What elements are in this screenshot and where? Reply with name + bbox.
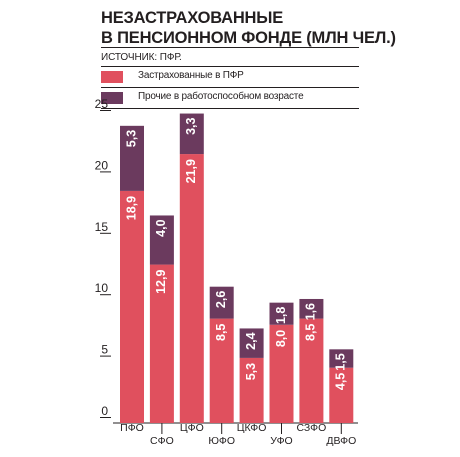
category-label: ЦКФО bbox=[237, 422, 267, 434]
bar-insured bbox=[329, 367, 354, 423]
y-tick-label: 0 bbox=[101, 404, 108, 418]
y-tick-label: 25 bbox=[95, 97, 109, 111]
bar-insured bbox=[269, 324, 294, 423]
legend-swatch-other bbox=[101, 92, 123, 104]
bar-other bbox=[239, 328, 264, 358]
data-label-other: 3,3 bbox=[184, 118, 198, 135]
bar-insured bbox=[149, 264, 174, 423]
y-tick-label: 15 bbox=[95, 220, 109, 234]
category-label: ЮФО bbox=[208, 435, 235, 447]
category-label: СФО bbox=[150, 435, 174, 447]
chart-title-line-1: НЕЗАСТРАХОВАННЫЕ bbox=[101, 9, 284, 27]
title-rule bbox=[101, 47, 359, 48]
bar-other bbox=[269, 302, 294, 325]
data-label-insured: 8,5 bbox=[214, 324, 228, 341]
source-note: ИСТОЧНИК: ПФР. bbox=[101, 52, 182, 63]
data-label-insured: 8,0 bbox=[274, 330, 288, 347]
bar-other bbox=[149, 215, 174, 265]
data-label-other: 2,4 bbox=[244, 332, 258, 349]
bar-other bbox=[299, 298, 324, 319]
bar-insured bbox=[239, 357, 264, 423]
data-label-other: 5,3 bbox=[124, 130, 138, 147]
bar-insured bbox=[179, 154, 204, 423]
bar-insured bbox=[120, 190, 144, 423]
data-label-insured: 5,3 bbox=[244, 363, 258, 380]
y-tick-label: 20 bbox=[95, 158, 109, 172]
legend-rule-2 bbox=[101, 108, 359, 109]
bar-other bbox=[179, 113, 204, 155]
bar-insured bbox=[299, 318, 324, 423]
category-label: УФО bbox=[270, 435, 292, 447]
y-tick-label: 10 bbox=[95, 281, 109, 295]
data-label-insured: 21,9 bbox=[184, 159, 198, 183]
data-label-other: 1,5 bbox=[334, 353, 348, 370]
bar-other bbox=[120, 125, 144, 191]
data-label-insured: 4,5 bbox=[334, 373, 348, 390]
legend-item-insured: Застрахованные в ПФР bbox=[101, 69, 359, 85]
source-rule bbox=[101, 66, 359, 67]
bar-insured bbox=[209, 318, 234, 423]
chart-title: НЕЗАСТРАХОВАННЫЕ В ПЕНСИОННОМ ФОНДЕ (МЛН… bbox=[101, 8, 396, 48]
legend-rule-1 bbox=[101, 87, 359, 88]
category-label: ПФО bbox=[120, 422, 144, 434]
legend-swatch-insured bbox=[101, 71, 123, 83]
data-label-other: 4,0 bbox=[154, 219, 168, 236]
legend-item-other: Прочие в работоспособном возрасте bbox=[101, 90, 359, 106]
category-label: СЗФО bbox=[296, 422, 326, 434]
category-label: ЦФО bbox=[180, 422, 204, 434]
data-label-insured: 8,5 bbox=[304, 324, 318, 341]
y-tick-label: 5 bbox=[101, 343, 108, 357]
data-label-insured: 12,9 bbox=[154, 270, 168, 294]
data-label-other: 1,6 bbox=[304, 303, 318, 320]
legend-label-insured: Застрахованные в ПФР bbox=[138, 70, 244, 81]
bar-other bbox=[209, 286, 234, 319]
data-label-other: 1,8 bbox=[274, 307, 288, 324]
bar-other bbox=[329, 349, 354, 368]
data-label-insured: 18,9 bbox=[124, 196, 138, 220]
category-label: ДВФО bbox=[326, 435, 356, 447]
data-label-other: 2,6 bbox=[214, 291, 228, 308]
chart-title-line-2: В ПЕНСИОННОМ ФОНДЕ (МЛН ЧЕЛ.) bbox=[101, 29, 396, 47]
legend-label-other: Прочие в работоспособном возрасте bbox=[138, 91, 304, 102]
